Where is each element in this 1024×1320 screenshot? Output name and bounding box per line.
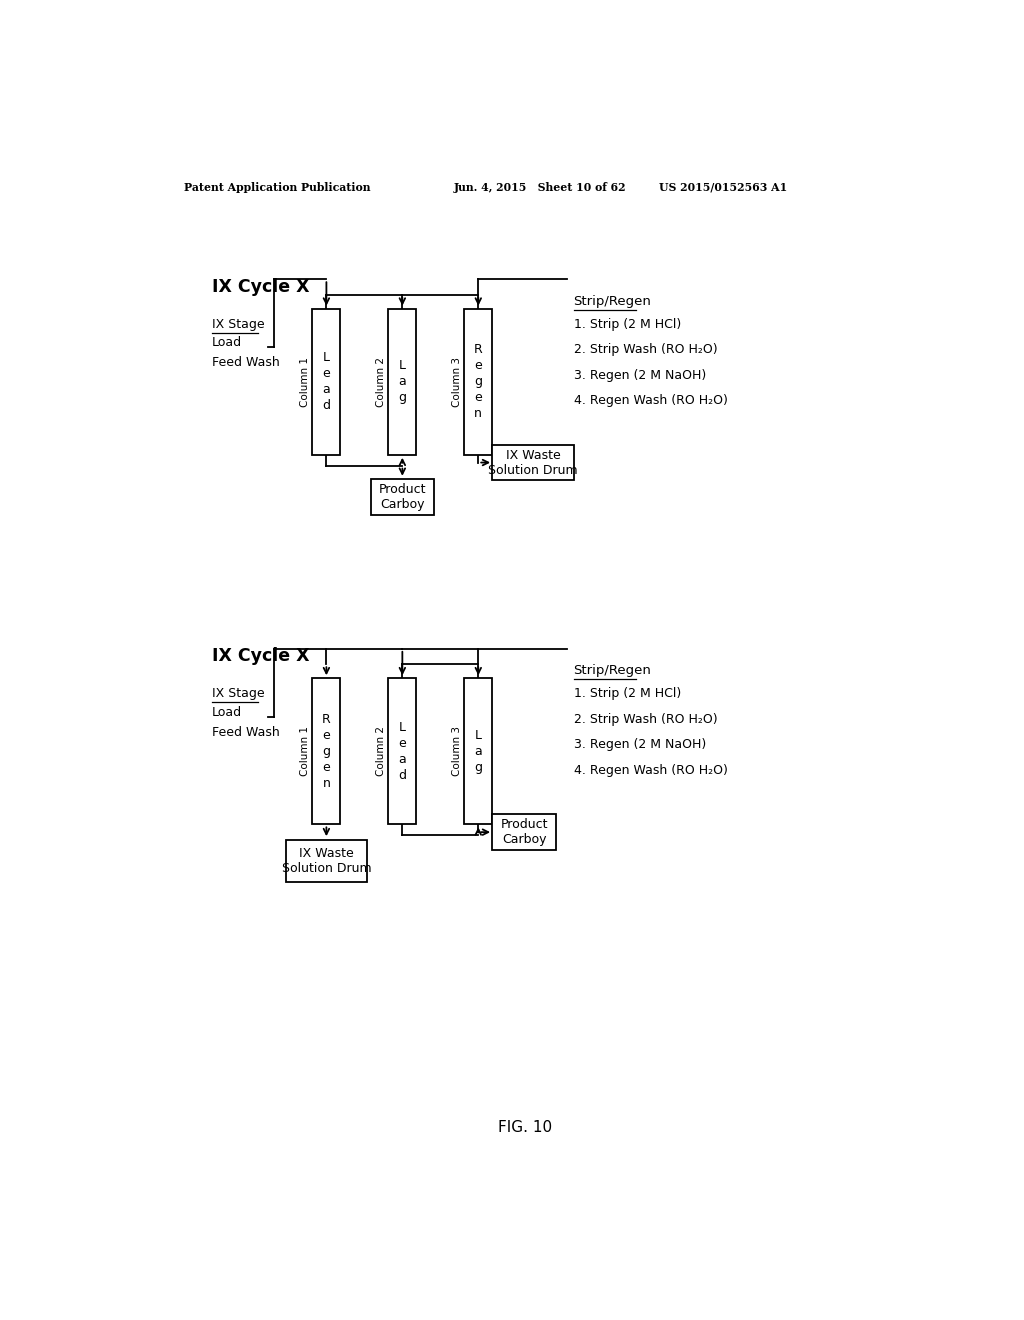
Text: Product
Carboy: Product Carboy — [379, 483, 426, 511]
Bar — [464, 309, 493, 455]
Text: R
e
g
e
n: R e g e n — [322, 713, 331, 789]
Text: 1. Strip (2 M HCl): 1. Strip (2 M HCl) — [573, 318, 681, 331]
Bar — [312, 678, 340, 825]
Text: L
a
g: L a g — [398, 359, 407, 404]
Bar — [286, 840, 367, 882]
Text: Column 2: Column 2 — [376, 356, 386, 407]
Text: Load: Load — [212, 337, 242, 350]
Text: Strip/Regen: Strip/Regen — [573, 664, 651, 677]
Bar — [388, 678, 417, 825]
Text: 1. Strip (2 M HCl): 1. Strip (2 M HCl) — [573, 688, 681, 701]
Bar — [464, 678, 493, 825]
Text: 4. Regen Wash (RO H₂O): 4. Regen Wash (RO H₂O) — [573, 395, 727, 407]
Text: IX Waste
Solution Drum: IX Waste Solution Drum — [282, 847, 372, 875]
Text: 2. Strip Wash (RO H₂O): 2. Strip Wash (RO H₂O) — [573, 713, 717, 726]
Text: IX Cycle X: IX Cycle X — [212, 647, 309, 665]
Text: 3. Regen (2 M NaOH): 3. Regen (2 M NaOH) — [573, 738, 706, 751]
Text: Column 1: Column 1 — [300, 356, 309, 407]
Text: IX Stage: IX Stage — [212, 688, 264, 701]
Text: US 2015/0152563 A1: US 2015/0152563 A1 — [658, 182, 787, 193]
Text: IX Cycle X: IX Cycle X — [212, 277, 309, 296]
Text: Strip/Regen: Strip/Regen — [573, 294, 651, 308]
Text: Column 1: Column 1 — [300, 726, 309, 776]
Text: Column 3: Column 3 — [452, 356, 462, 407]
Text: Column 2: Column 2 — [376, 726, 386, 776]
Text: Column 3: Column 3 — [452, 726, 462, 776]
Text: 3. Regen (2 M NaOH): 3. Regen (2 M NaOH) — [573, 368, 706, 381]
Text: Feed Wash: Feed Wash — [212, 726, 280, 739]
Text: 2. Strip Wash (RO H₂O): 2. Strip Wash (RO H₂O) — [573, 343, 717, 356]
Text: Load: Load — [212, 706, 242, 719]
Text: IX Stage: IX Stage — [212, 318, 264, 331]
Text: Product
Carboy: Product Carboy — [501, 818, 548, 846]
Text: FIG. 10: FIG. 10 — [498, 1119, 552, 1135]
Text: R
e
g
e
n: R e g e n — [474, 343, 482, 420]
Text: L
e
a
d: L e a d — [398, 721, 407, 781]
Bar — [388, 309, 417, 455]
Text: Patent Application Publication: Patent Application Publication — [183, 182, 371, 193]
Text: Feed Wash: Feed Wash — [212, 356, 280, 370]
Bar — [493, 814, 556, 850]
Text: 4. Regen Wash (RO H₂O): 4. Regen Wash (RO H₂O) — [573, 763, 727, 776]
Bar — [312, 309, 340, 455]
Bar — [493, 445, 573, 480]
Text: Jun. 4, 2015   Sheet 10 of 62: Jun. 4, 2015 Sheet 10 of 62 — [454, 182, 626, 193]
Text: L
e
a
d: L e a d — [323, 351, 331, 412]
Bar — [371, 479, 434, 515]
Text: IX Waste
Solution Drum: IX Waste Solution Drum — [488, 449, 578, 477]
Text: L
a
g: L a g — [474, 729, 482, 774]
